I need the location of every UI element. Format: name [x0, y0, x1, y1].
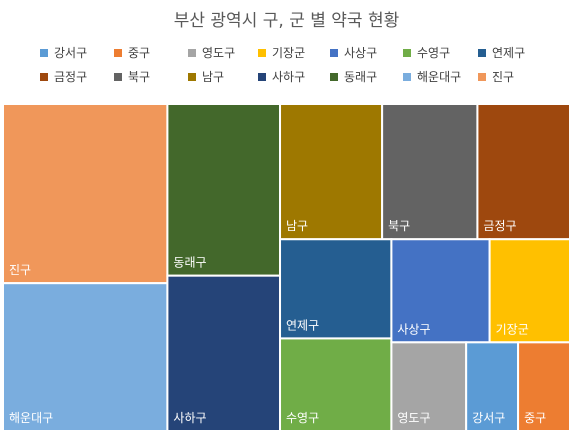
treemap-rect: [2, 103, 169, 285]
treemap-label: 강서구: [472, 411, 505, 425]
legend-item: 강서구: [40, 44, 87, 61]
chart-title: 부산 광역시 구, 군 별 약국 현황: [173, 11, 400, 31]
treemap-rect: [465, 341, 520, 432]
legend-swatch: [258, 72, 266, 81]
treemap-rect: [166, 274, 282, 432]
legend-item: 동래구: [330, 68, 377, 85]
treemap-tile: 기장군: [488, 238, 572, 344]
legend-label: 강서구: [54, 46, 88, 60]
legend-item: 남구: [188, 68, 224, 85]
treemap-tile: 진구: [2, 103, 169, 285]
legend-item: 진구: [478, 68, 514, 85]
legend-swatch: [330, 72, 338, 81]
legend-label: 북구: [128, 70, 151, 84]
legend-item: 수영구: [403, 44, 450, 61]
treemap-tile: 영도구: [390, 341, 468, 432]
legend-item: 북구: [114, 68, 150, 85]
legend-swatch: [478, 48, 486, 57]
treemap-label: 사상구: [397, 322, 430, 336]
treemap-tile: 북구: [381, 103, 479, 241]
treemap-tile: 사상구: [390, 238, 491, 344]
legend-label: 중구: [128, 46, 151, 60]
legend-label: 해운대구: [417, 70, 462, 84]
treemap-label: 진구: [9, 263, 31, 277]
treemap-label: 남구: [286, 219, 308, 233]
treemap-tile: 해운대구: [2, 282, 169, 432]
treemap-tile: 금정구: [476, 103, 572, 241]
legend-label: 남구: [202, 70, 225, 84]
legend-label: 수영구: [417, 46, 451, 60]
treemap-tile: 남구: [279, 103, 384, 241]
treemap-label: 금정구: [483, 219, 516, 233]
treemap-label: 북구: [388, 219, 410, 233]
legend-item: 중구: [114, 44, 150, 61]
legend-label: 동래구: [344, 70, 378, 84]
treemap-label: 동래구: [173, 256, 206, 270]
legend-item: 연제구: [478, 44, 525, 61]
legend-item: 금정구: [40, 68, 87, 85]
treemap-rect: [279, 103, 384, 241]
legend-swatch: [114, 48, 122, 57]
legend-swatch: [258, 48, 266, 57]
treemap-label: 기장군: [496, 322, 529, 336]
treemap-tile: 연제구: [279, 238, 393, 340]
legend-label: 금정구: [54, 70, 88, 84]
legend-label: 사하구: [272, 70, 306, 84]
legend-item: 영도구: [188, 44, 235, 61]
treemap-rect: [476, 103, 572, 241]
treemap-tile: 수영구: [279, 337, 393, 433]
treemap-label: 수영구: [286, 411, 319, 425]
treemap-label: 영도구: [397, 411, 430, 425]
legend-label: 영도구: [202, 46, 236, 60]
legend-swatch: [478, 72, 486, 81]
legend-swatch: [114, 72, 122, 81]
legend-swatch: [403, 48, 411, 57]
legend-label: 기장군: [272, 46, 306, 60]
treemap-rect: [390, 341, 468, 432]
legend-item: 사하구: [258, 68, 305, 85]
treemap-label: 사하구: [173, 411, 206, 425]
legend-label: 사상구: [344, 46, 378, 60]
treemap-label: 해운대구: [9, 411, 53, 425]
legend-swatch: [40, 48, 48, 57]
treemap-rect: [166, 103, 282, 277]
treemap-label: 중구: [524, 411, 546, 425]
treemap-rect: [381, 103, 479, 241]
legend-swatch: [188, 48, 196, 57]
treemap-label: 연제구: [286, 318, 319, 332]
treemap-tile: 강서구: [465, 341, 520, 432]
legend-item: 기장군: [258, 44, 305, 61]
treemap-tile: 사하구: [166, 274, 282, 432]
legend-swatch: [330, 48, 338, 57]
legend-item: 해운대구: [403, 68, 461, 85]
legend-swatch: [40, 72, 48, 81]
legend-swatch: [403, 72, 411, 81]
legend-label: 연제구: [492, 46, 526, 60]
treemap-rect: [390, 238, 491, 344]
treemap-tile: 동래구: [166, 103, 282, 277]
legend-swatch: [188, 72, 196, 81]
legend-item: 사상구: [330, 44, 377, 61]
legend-label: 진구: [492, 70, 515, 84]
treemap-rect: [517, 341, 571, 432]
treemap-rect: [2, 282, 169, 432]
treemap-tile: 중구: [517, 341, 571, 432]
